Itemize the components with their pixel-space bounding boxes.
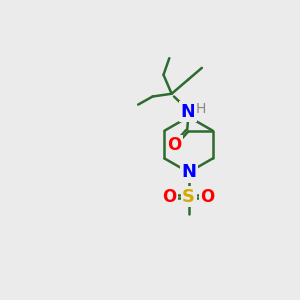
Text: O: O: [162, 188, 177, 206]
Text: H: H: [195, 103, 206, 116]
Text: S: S: [182, 188, 195, 206]
Text: N: N: [181, 163, 196, 181]
Text: N: N: [181, 103, 196, 121]
Text: O: O: [201, 188, 215, 206]
Text: O: O: [167, 136, 182, 154]
